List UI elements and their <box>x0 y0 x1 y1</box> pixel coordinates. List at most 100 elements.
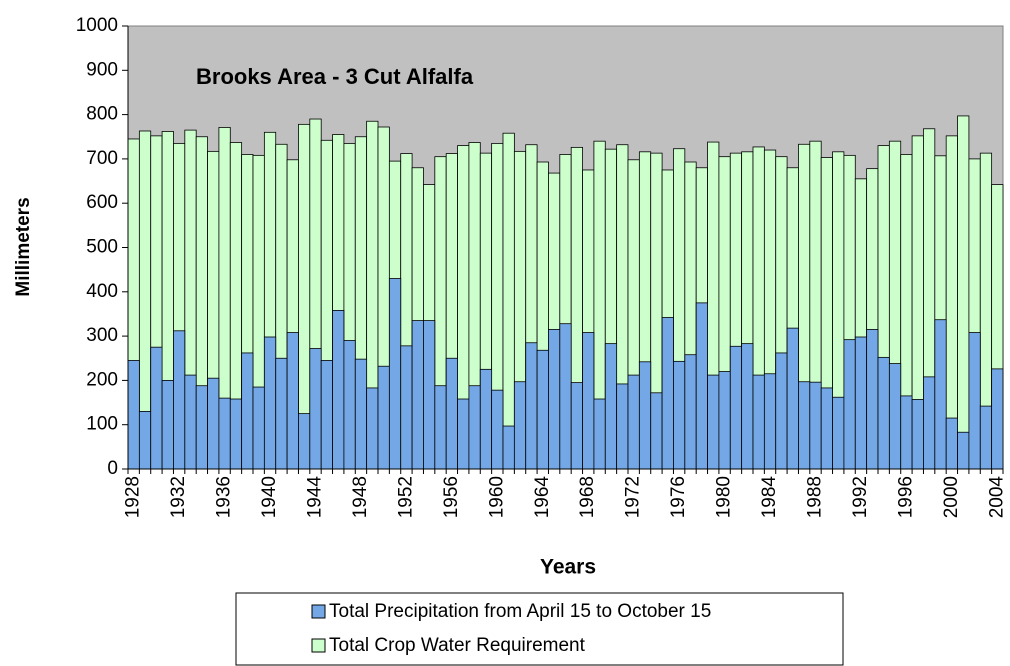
x-tick-label: 2004 <box>986 476 1007 519</box>
x-tick-label: 1928 <box>123 476 144 518</box>
bar <box>593 398 606 470</box>
y-axis-label: Millimeters <box>13 197 34 296</box>
x-tick-label: 1968 <box>577 476 598 518</box>
x-tick-label: 1944 <box>305 476 326 519</box>
bar <box>673 360 686 470</box>
bar <box>377 365 390 470</box>
y-tick-label: 100 <box>86 414 118 435</box>
bar <box>979 405 993 470</box>
bar <box>559 323 572 470</box>
x-tick-label: 1952 <box>395 476 416 518</box>
x-tick-label: 2000 <box>941 476 962 518</box>
legend-label: Total Crop Water Requirement <box>329 635 586 656</box>
x-tick-label: 1980 <box>714 476 735 518</box>
bar <box>536 349 549 470</box>
x-tick-label: 1956 <box>441 476 462 518</box>
x-tick-label: 1940 <box>259 476 280 518</box>
bar <box>195 385 208 470</box>
bar <box>911 399 924 470</box>
bars <box>127 115 1004 470</box>
bar <box>570 382 583 470</box>
bar <box>479 368 493 470</box>
bar <box>820 387 833 470</box>
bar <box>173 330 186 470</box>
bar <box>923 376 936 470</box>
x-axis-label: Years <box>540 556 596 579</box>
bar <box>832 396 845 470</box>
bar <box>207 377 220 470</box>
y-tick-label: 400 <box>86 281 118 302</box>
bar <box>991 368 1004 470</box>
bar <box>729 345 743 470</box>
bar <box>877 356 890 470</box>
bar <box>957 431 970 470</box>
x-tick-label: 1976 <box>668 476 689 518</box>
legend-label: Total Precipitation from April 15 to Oct… <box>329 601 711 622</box>
bar <box>548 329 561 470</box>
bar <box>252 386 265 470</box>
bar <box>843 339 856 470</box>
bar <box>354 358 368 470</box>
bar <box>320 360 333 470</box>
bar <box>695 302 708 470</box>
bar <box>332 310 345 470</box>
bar <box>684 354 697 470</box>
bar <box>457 398 470 470</box>
x-tick-label: 1932 <box>168 476 189 518</box>
y-tick-label: 600 <box>86 192 118 213</box>
x-tick-label: 1936 <box>214 476 235 518</box>
bar <box>900 395 913 470</box>
bar <box>752 374 765 470</box>
legend-swatch <box>311 638 326 653</box>
bar <box>366 387 379 470</box>
y-tick-label: 200 <box>86 369 118 390</box>
bar <box>934 319 947 470</box>
bar <box>286 332 299 470</box>
bar <box>957 115 970 470</box>
bar <box>968 332 981 470</box>
bar <box>263 336 277 470</box>
bar <box>309 348 322 470</box>
bar <box>161 379 174 470</box>
bar <box>138 411 152 470</box>
bar <box>298 413 311 470</box>
y-tick-label: 900 <box>86 59 118 80</box>
bar <box>502 132 515 470</box>
bar <box>661 317 674 470</box>
bar <box>445 357 458 470</box>
bar <box>638 361 652 470</box>
bar <box>866 329 879 470</box>
bar <box>786 327 799 470</box>
bar <box>627 374 640 470</box>
bar <box>241 352 254 470</box>
bar <box>388 278 402 470</box>
bar <box>582 332 595 470</box>
bar <box>423 320 436 470</box>
bar <box>434 385 447 470</box>
bar <box>616 383 629 470</box>
bar <box>218 397 231 470</box>
y-tick-label: 800 <box>86 104 118 125</box>
y-tick-label: 500 <box>86 237 118 258</box>
bar <box>491 389 504 470</box>
y-tick-label: 1000 <box>76 15 118 36</box>
legend <box>235 592 844 666</box>
legend-swatch <box>311 604 326 619</box>
x-tick-label: 1960 <box>486 476 507 518</box>
y-tick-label: 300 <box>86 325 118 346</box>
bar <box>468 385 481 470</box>
chart-title: Brooks Area - 3 Cut Alfalfa <box>196 64 474 89</box>
bar <box>763 373 777 470</box>
bar <box>184 374 197 470</box>
x-tick-label: 1984 <box>759 476 780 519</box>
bar <box>513 381 527 470</box>
y-tick-label: 700 <box>86 148 118 169</box>
x-tick-label: 1948 <box>350 476 371 518</box>
bar <box>411 320 424 470</box>
bar <box>741 343 754 470</box>
bar <box>127 360 140 470</box>
x-tick-label: 1972 <box>623 476 644 518</box>
bar <box>343 340 356 470</box>
x-tick-label: 1996 <box>895 476 916 518</box>
bar <box>888 363 902 470</box>
